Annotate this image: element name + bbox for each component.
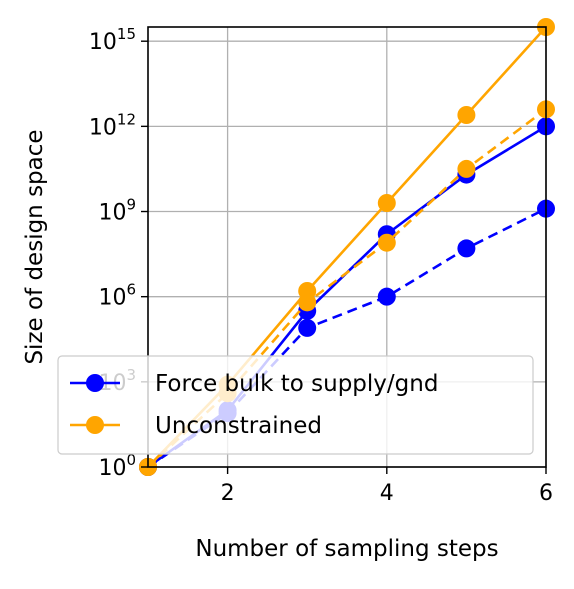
legend-box bbox=[57, 355, 534, 455]
legend-marker-orange bbox=[86, 416, 104, 434]
legend-marker-blue bbox=[86, 374, 104, 392]
x-tick-label: 6 bbox=[539, 481, 553, 506]
series-line-3 bbox=[147, 108, 547, 468]
y-tick-label: 100 bbox=[98, 451, 136, 481]
legend-entry-unconstrained: Unconstrained bbox=[155, 413, 322, 439]
y-axis-label: Size of design space bbox=[22, 129, 48, 364]
plot-frame bbox=[147, 26, 547, 468]
data-point bbox=[457, 239, 476, 258]
data-point bbox=[457, 106, 476, 124]
data-point bbox=[298, 318, 317, 337]
y-tick-label: 109 bbox=[98, 196, 136, 226]
data-point bbox=[377, 233, 396, 252]
x-tick-label: 4 bbox=[380, 481, 394, 506]
legend: Force bulk to supply/gnd Unconstrained bbox=[57, 355, 534, 455]
legend-entry-force-bulk: Force bulk to supply/gnd bbox=[155, 371, 438, 397]
y-tick-label: 1015 bbox=[89, 25, 136, 55]
data-point bbox=[457, 159, 476, 178]
data-point bbox=[298, 293, 317, 312]
y-tick-label: 106 bbox=[98, 281, 136, 311]
data-point bbox=[377, 287, 396, 306]
x-axis-label: Number of sampling steps bbox=[195, 536, 498, 562]
data-point bbox=[377, 194, 396, 212]
y-tick-label: 1012 bbox=[89, 110, 136, 140]
x-tick-label: 2 bbox=[221, 481, 235, 506]
